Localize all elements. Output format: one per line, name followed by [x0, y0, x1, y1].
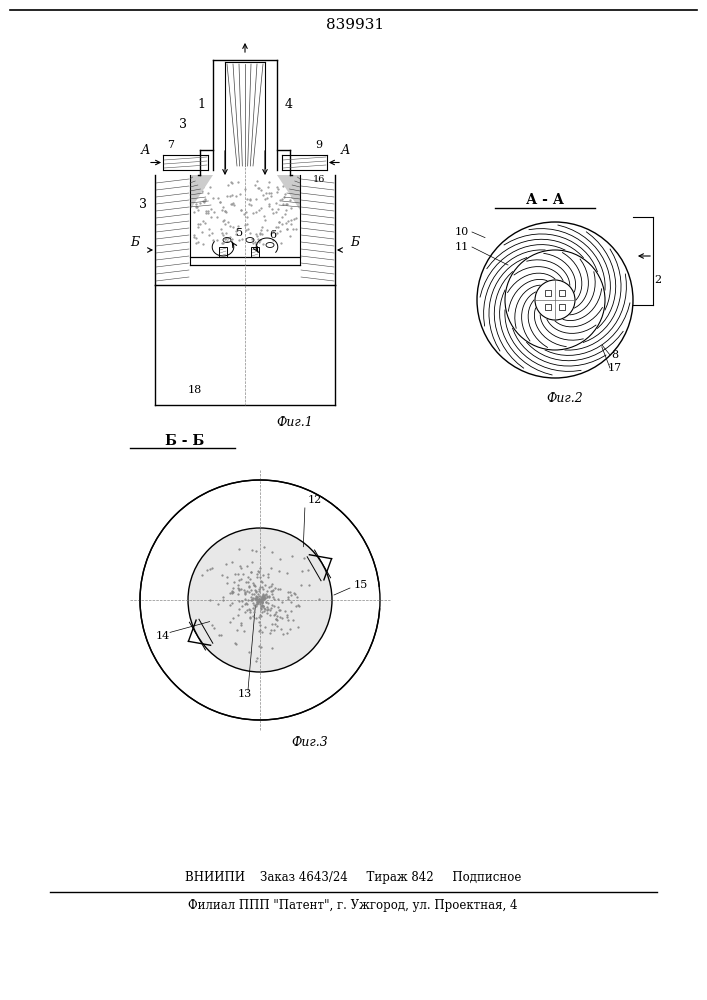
- Text: 12: 12: [308, 495, 322, 505]
- Text: Б: Б: [351, 235, 360, 248]
- Bar: [219, 247, 227, 257]
- Text: 17: 17: [608, 363, 622, 373]
- Bar: [559, 290, 565, 296]
- Bar: [559, 304, 565, 310]
- Bar: [251, 247, 259, 257]
- Text: 3: 3: [139, 198, 147, 212]
- Text: Фиг.3: Фиг.3: [291, 736, 328, 748]
- Text: 839931: 839931: [326, 18, 384, 32]
- Text: Фиг.1: Фиг.1: [276, 416, 313, 430]
- Text: 3: 3: [179, 118, 187, 131]
- Text: Б - Б: Б - Б: [165, 434, 204, 448]
- Text: А - А: А - А: [526, 193, 564, 207]
- Text: Б: Б: [130, 235, 139, 248]
- Text: 8: 8: [612, 350, 619, 360]
- Text: 13: 13: [238, 689, 252, 699]
- Text: А: А: [140, 143, 150, 156]
- Text: 1: 1: [197, 99, 205, 111]
- Bar: [545, 290, 551, 296]
- Text: 18: 18: [188, 385, 202, 395]
- Text: 15: 15: [354, 580, 368, 590]
- Text: 9: 9: [315, 140, 322, 150]
- Text: Филиал ППП "Патент", г. Ужгород, ул. Проектная, 4: Филиал ППП "Патент", г. Ужгород, ул. Про…: [188, 898, 518, 912]
- Text: 16: 16: [312, 176, 325, 184]
- Text: 2: 2: [655, 275, 662, 285]
- Polygon shape: [190, 175, 213, 210]
- Text: Фиг.2: Фиг.2: [547, 391, 583, 404]
- Text: ВНИИПИ    Заказ 4643/24     Тираж 842     Подписное: ВНИИПИ Заказ 4643/24 Тираж 842 Подписное: [185, 870, 521, 884]
- Text: 6: 6: [269, 230, 276, 240]
- Text: 10: 10: [455, 227, 469, 237]
- Text: 4: 4: [285, 99, 293, 111]
- Text: 14: 14: [156, 631, 170, 641]
- Polygon shape: [277, 175, 300, 210]
- Bar: [545, 304, 551, 310]
- Text: 7: 7: [168, 140, 175, 150]
- Text: А: А: [340, 143, 350, 156]
- Text: 11: 11: [455, 242, 469, 252]
- Circle shape: [188, 528, 332, 672]
- Text: 5: 5: [236, 228, 244, 238]
